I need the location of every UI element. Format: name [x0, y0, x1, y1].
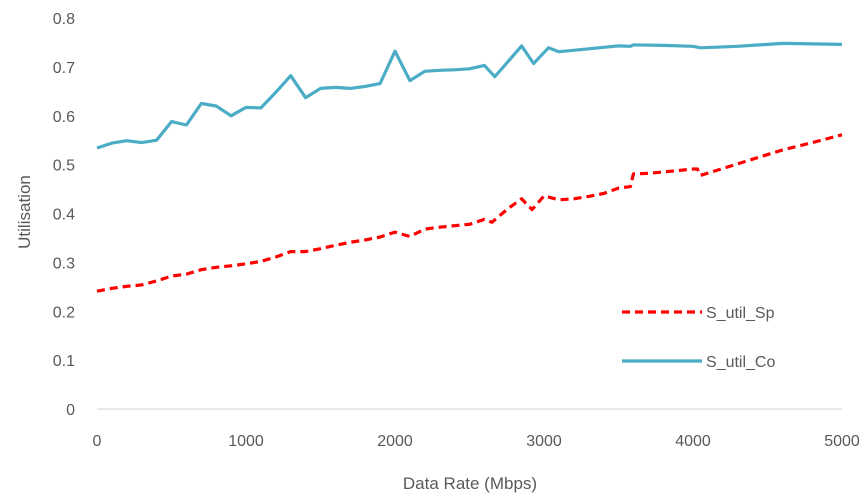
- y-tick-label: 0.2: [53, 304, 75, 321]
- x-tick-label: 1000: [228, 433, 264, 450]
- x-tick-label: 3000: [526, 433, 562, 450]
- y-tick-label: 0.1: [53, 353, 75, 370]
- x-tick-label: 2000: [377, 433, 413, 450]
- y-tick-label: 0.3: [53, 255, 75, 272]
- y-tick-label: 0.8: [53, 11, 75, 28]
- legend-label: S_util_Sp: [706, 305, 775, 322]
- x-tick-label: 0: [93, 433, 102, 450]
- legend-label: S_util_Co: [706, 354, 775, 371]
- y-tick-label: 0.6: [53, 109, 75, 126]
- y-axis-title: Utilisation: [15, 175, 34, 249]
- x-axis-title: Data Rate (Mbps): [403, 474, 537, 493]
- x-tick-label: 5000: [824, 433, 860, 450]
- x-tick-label: 4000: [675, 433, 711, 450]
- y-tick-label: 0.7: [53, 60, 75, 77]
- y-tick-label: 0.5: [53, 158, 75, 175]
- legend: S_util_Sp S_util_Co: [622, 305, 775, 371]
- y-tick-label: 0.4: [53, 207, 75, 224]
- series-line-s-util-co: [96, 41, 843, 150]
- y-tick-label: 0: [66, 402, 75, 419]
- series-line-s-util-sp: [96, 133, 843, 293]
